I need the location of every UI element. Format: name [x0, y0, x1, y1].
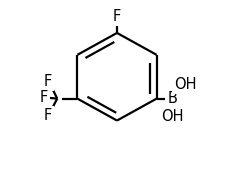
Text: F: F: [113, 9, 121, 24]
Text: F: F: [40, 90, 48, 105]
Text: OH: OH: [161, 109, 184, 124]
Text: F: F: [44, 108, 52, 123]
Text: B: B: [168, 91, 177, 106]
Text: F: F: [44, 74, 52, 89]
Text: OH: OH: [174, 77, 196, 92]
